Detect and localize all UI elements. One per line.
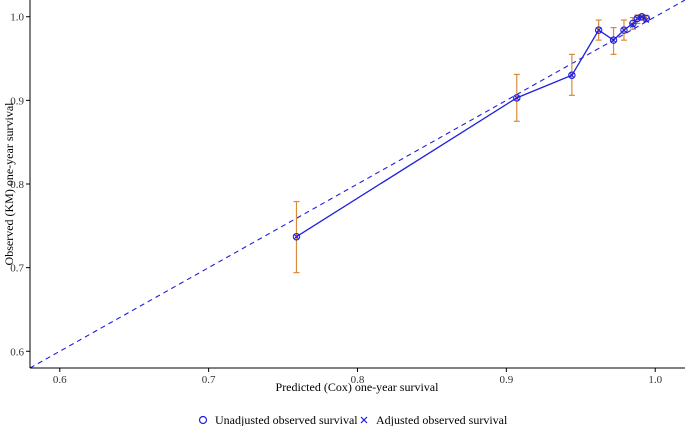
point-unadjusted [620,26,628,34]
point-adjusted [621,27,627,33]
reference-line [29,0,685,369]
point-unadjusted [629,19,637,28]
error-bars-layer [293,14,650,274]
point-adjusted-stroke [638,13,645,20]
legend-circle-marker [198,415,208,425]
x-ticks: 0.6 0.7 0.8 0.9 1.0 [53,368,663,386]
point-adjusted [630,22,636,28]
y-tick-label: 0.7 [10,263,24,275]
y-ticks: 0.6 0.7 0.8 0.9 1.0 [10,12,30,358]
point-adjusted [568,72,575,79]
error-bar [610,27,617,55]
point-adjusted [513,94,520,101]
x-tick-label: 1.0 [648,374,662,386]
point-adjusted-stroke [630,22,636,28]
point-unadjusted [513,94,521,102]
point-adjusted [643,17,650,23]
point-unadjusted [594,26,603,34]
y-tick-label: 1.0 [10,12,24,24]
x-axis-title: Predicted (Cox) one-year survival [276,380,440,394]
legend-label-unadjusted: Unadjusted observed survival [215,413,358,426]
point-adjusted [610,37,617,44]
legend-label-adjusted: Adjusted observed survival [376,413,508,426]
point-adjusted-stroke [643,17,650,23]
point-adjusted-stroke [568,72,575,79]
point-unadjusted [609,36,618,44]
point-adjusted-stroke [621,27,627,33]
point-adjusted [634,15,641,22]
point-adjusted-stroke [513,94,520,101]
y-axis-title: Observed (KM) one-year survival [2,102,16,266]
point-adjusted [595,27,602,33]
x-tick-label: 0.7 [202,374,216,386]
point-adjusted [293,233,300,240]
x-tick-label: 0.8 [351,374,365,386]
point-adjusted [638,13,645,20]
y-tick-label: 0.6 [10,346,24,358]
legend-x-marker [360,416,368,424]
series-line-unadjusted [296,16,647,238]
legend: Unadjusted observed survival Adjusted ob… [198,413,508,426]
y-tick-label: 0.9 [10,95,24,107]
point-unadjusted [292,232,301,241]
y-tick-label: 0.8 [10,179,24,191]
point-adjusted-stroke [634,15,641,22]
point-adjusted-stroke [293,233,300,240]
point-unadjusted [568,71,576,80]
point-adjusted-stroke [595,27,602,33]
series-line-layer [296,16,647,238]
point-adjusted-stroke [610,37,617,44]
x-tick-label: 0.9 [499,374,513,386]
markers-layer [292,12,651,241]
x-tick-label: 0.6 [53,374,67,386]
reference-line-layer [29,0,685,369]
